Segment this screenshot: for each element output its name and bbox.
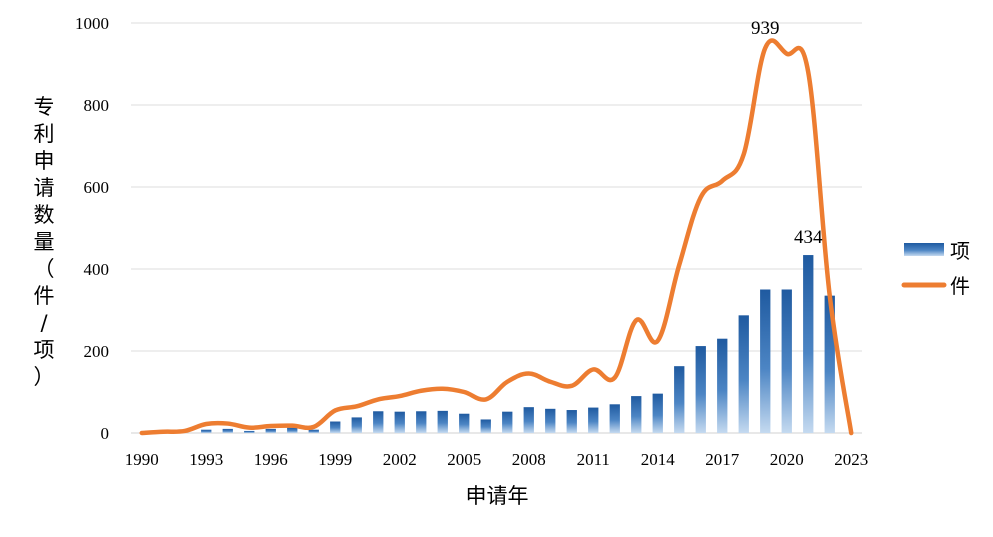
y-tick-label: 400 [84,260,110,279]
x-tick-label: 2011 [577,450,610,469]
legend: 项 件 [901,239,970,298]
y-tick-label: 800 [84,96,110,115]
bar-2011 [588,407,599,433]
bar-2004 [437,410,448,433]
bar-1995 [244,430,255,433]
bar-2018 [738,315,749,433]
legend-label-bar: 项 [950,239,970,263]
x-axis-ticks: 1990 1993 1996 1999 2002 2005 2008 2011 2014 2017… [125,450,869,469]
x-tick-label: 1999 [318,450,352,469]
x-axis-title: 申请年 [466,484,529,508]
data-label-项: 434 [794,227,823,248]
legend-swatch-bar [904,243,944,256]
line-series [139,38,854,436]
x-tick-label: 2005 [447,450,481,469]
line-件 [139,38,854,436]
bar-2001 [373,411,384,433]
x-tick-label: 1993 [189,450,223,469]
bar-2006 [480,419,491,433]
bar-2017 [717,338,728,433]
bar-2010 [566,410,577,433]
x-tick-label: 2014 [641,450,676,469]
x-tick-label: 2020 [770,450,804,469]
bar-2016 [695,346,706,433]
bar-1998 [308,429,319,433]
bar-2002 [394,411,405,433]
data-label-件: 939 [751,18,780,39]
bar-2012 [609,404,620,433]
bar-2000 [351,417,362,433]
x-tick-label: 1996 [254,450,288,469]
bar-2014 [652,393,663,433]
bar-1997 [287,427,298,433]
bar-2008 [523,407,534,433]
data-labels: 939 434 [751,18,823,248]
x-tick-label: 1990 [125,450,159,469]
x-tick-label: 2002 [383,450,417,469]
y-tick-label: 1000 [75,14,109,33]
x-tick-label: 2008 [512,450,546,469]
bar-1993 [201,429,212,433]
bar-1999 [330,421,341,433]
y-axis-title: 专利申请数量（件/项） [34,95,55,389]
y-tick-label: 0 [101,424,110,443]
bar-2021 [803,255,814,433]
y-tick-label: 200 [84,342,110,361]
bar-2022 [824,295,835,433]
gridlines [131,22,862,434]
bar-2009 [545,408,556,433]
bar-2007 [502,411,513,433]
bar-2013 [631,396,642,433]
bar-1994 [222,428,233,433]
bar-2005 [459,413,470,433]
y-tick-label: 600 [84,178,110,197]
y-axis-ticks: 0 200 400 600 800 1000 [75,14,109,443]
bar-1996 [265,428,276,433]
legend-label-line: 件 [950,274,970,298]
bar-series [201,255,835,433]
bar-2020 [781,289,792,433]
bar-2015 [674,366,685,433]
bar-2019 [760,289,771,433]
bar-2003 [416,411,427,433]
x-tick-label: 2017 [705,450,740,469]
x-tick-label: 2023 [834,450,868,469]
